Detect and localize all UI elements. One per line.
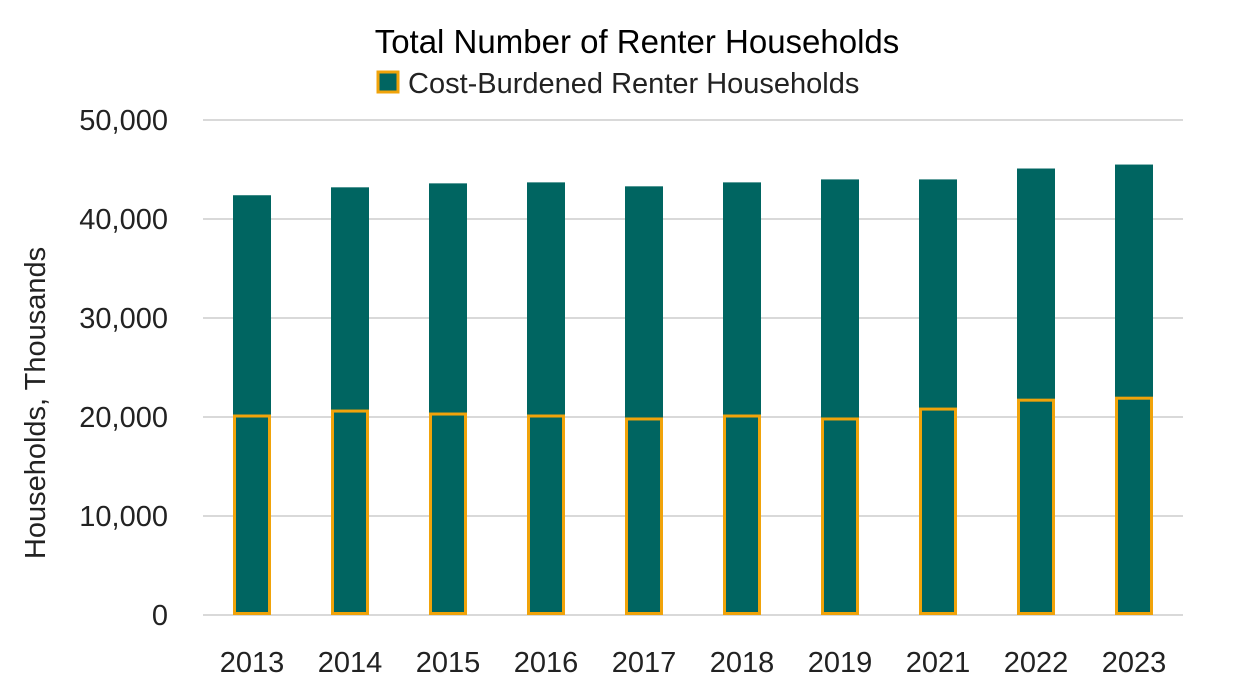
x-tick-label: 2019 — [808, 647, 873, 679]
bar-cost-burdened — [919, 407, 957, 615]
y-tick-label: 0 — [152, 600, 168, 632]
x-tick-label: 2022 — [1004, 647, 1069, 679]
bar-total — [919, 179, 957, 615]
x-tick-label: 2013 — [220, 647, 285, 679]
bar-total — [233, 195, 271, 616]
legend-swatch-cost-burdened — [376, 70, 400, 94]
bar-cost-burdened — [1115, 396, 1153, 615]
x-tick-label: 2017 — [612, 647, 677, 679]
x-tick-label: 2023 — [1102, 647, 1167, 679]
y-tick-label: 50,000 — [79, 105, 168, 137]
bar-total — [429, 183, 467, 616]
bar-cost-burdened — [821, 417, 859, 616]
bar-total — [625, 186, 663, 615]
y-tick-label: 10,000 — [79, 501, 168, 533]
bar-total — [1017, 168, 1055, 615]
x-tick-label: 2018 — [710, 647, 775, 679]
y-axis-label: Households, Thousands — [20, 247, 52, 559]
bar-total — [821, 179, 859, 615]
y-tick-label: 20,000 — [79, 402, 168, 434]
x-tick-label: 2014 — [318, 647, 383, 679]
y-tick-label: 30,000 — [79, 303, 168, 335]
bar-total — [723, 182, 761, 615]
bar-total — [1115, 164, 1153, 616]
chart-title: Total Number of Renter Households — [375, 23, 900, 60]
bar-cost-burdened — [1017, 398, 1055, 616]
bar-cost-burdened — [233, 414, 271, 616]
x-tick-label: 2021 — [906, 647, 971, 679]
bar-cost-burdened — [331, 409, 369, 615]
legend-label-cost-burdened: Cost-Burdened Renter Households — [408, 68, 859, 100]
x-axis-ticks: 2013 2014 2015 2016 2017 2018 2019 2021 2022 2023 — [220, 647, 1167, 679]
bar-cost-burdened — [527, 414, 565, 616]
bar-cost-burdened — [429, 412, 467, 615]
bar-total — [331, 187, 369, 615]
x-tick-label: 2016 — [514, 647, 579, 679]
bars — [233, 164, 1153, 616]
y-tick-label: 40,000 — [79, 204, 168, 236]
legend: Cost-Burdened Renter Households — [376, 68, 859, 100]
x-tick-label: 2015 — [416, 647, 481, 679]
bar-total — [527, 182, 565, 615]
bar-cost-burdened — [625, 417, 663, 616]
bar-cost-burdened — [723, 414, 761, 616]
y-axis-ticks: 0 10,000 20,000 30,000 40,000 50,000 — [79, 105, 168, 632]
